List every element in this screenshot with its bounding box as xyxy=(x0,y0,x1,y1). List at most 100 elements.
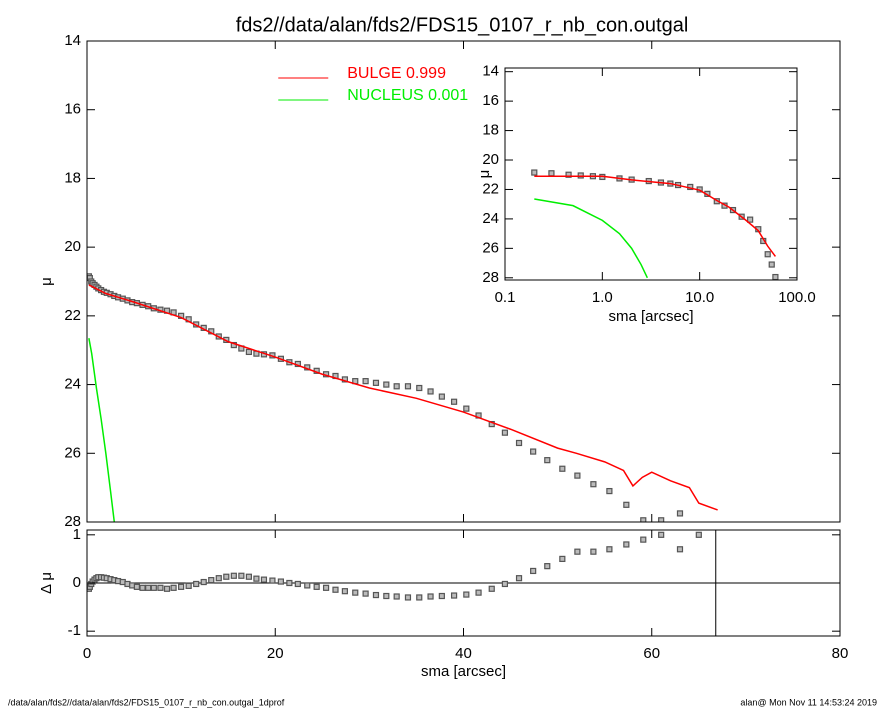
data-point xyxy=(383,381,390,388)
x-tick-label: 20 xyxy=(267,645,284,662)
data-point xyxy=(253,575,260,582)
x-tick-label: 10.0 xyxy=(685,289,714,306)
data-point xyxy=(178,583,185,590)
data-point xyxy=(590,548,597,555)
data-point xyxy=(438,592,445,600)
plot-frame xyxy=(504,67,798,281)
data-point xyxy=(341,588,349,595)
data-point xyxy=(530,448,537,455)
data-point xyxy=(294,580,301,588)
data-point xyxy=(313,583,320,590)
plot-content xyxy=(87,273,718,522)
data-point xyxy=(501,580,509,588)
data-point xyxy=(640,517,647,522)
data-point xyxy=(372,591,380,599)
y-tick-label: 20 xyxy=(64,238,81,255)
data-point xyxy=(438,393,445,400)
data-point xyxy=(574,548,581,555)
x-tick-label: 100.0 xyxy=(778,289,816,306)
data-point xyxy=(404,383,412,390)
data-point xyxy=(139,584,146,591)
data-point xyxy=(768,261,775,268)
data-point xyxy=(362,590,369,597)
y-tick-label: 16 xyxy=(64,101,81,118)
data-point xyxy=(427,593,434,600)
y-tick-label: 22 xyxy=(64,307,81,324)
data-point xyxy=(463,591,470,598)
data-point xyxy=(393,383,400,390)
data-point xyxy=(764,251,771,258)
model-line xyxy=(88,338,116,522)
data-point xyxy=(772,273,779,280)
data-point xyxy=(475,589,482,596)
y-tick-label: 18 xyxy=(482,122,499,139)
y-axis-label: Δ μ xyxy=(38,572,55,594)
data-point xyxy=(463,405,470,412)
data-point xyxy=(230,572,237,579)
y-tick-label: 20 xyxy=(482,151,499,168)
data-point xyxy=(304,582,311,589)
data-point xyxy=(269,577,276,584)
data-point xyxy=(372,379,380,386)
x-tick-label: 0 xyxy=(83,645,91,662)
footer-right: alan@ Mon Nov 11 14:53:24 2019 xyxy=(740,697,877,707)
data-point xyxy=(332,586,339,593)
data-point xyxy=(185,582,192,589)
data-point xyxy=(450,398,458,405)
data-point xyxy=(170,584,177,591)
data-point xyxy=(559,555,566,563)
data-point xyxy=(606,546,613,553)
data-point xyxy=(544,457,551,464)
data-point xyxy=(245,573,252,580)
x-tick-label: 1.0 xyxy=(592,289,613,306)
data-point xyxy=(215,575,222,582)
data-point xyxy=(352,589,359,596)
plot-content xyxy=(531,169,779,280)
y-tick-label: 28 xyxy=(482,269,499,286)
plot-content xyxy=(87,530,840,636)
y-tick-label: 0 xyxy=(73,574,81,591)
data-point xyxy=(676,510,684,517)
model-line xyxy=(534,198,649,279)
y-tick-label: 24 xyxy=(482,210,499,227)
data-point xyxy=(150,584,157,591)
plot-frame xyxy=(86,40,841,523)
data-point xyxy=(393,593,400,600)
data-point xyxy=(286,579,293,587)
data-point xyxy=(606,487,613,495)
data-point xyxy=(565,171,572,178)
y-tick-label: 22 xyxy=(482,180,499,197)
data-point xyxy=(548,170,555,177)
legend-label: NUCLEUS 0.001 xyxy=(347,87,468,104)
data-point xyxy=(515,575,523,582)
y-tick-label: 18 xyxy=(64,169,81,186)
data-point xyxy=(260,576,268,583)
x-axis-label: sma [arcsec] xyxy=(421,663,506,680)
data-point xyxy=(747,216,754,223)
data-point xyxy=(277,578,284,585)
x-axis-label: sma [arcsec] xyxy=(608,308,693,325)
x-tick-label: 60 xyxy=(643,645,660,662)
x-tick-label: 0.1 xyxy=(495,289,516,306)
plot-frame xyxy=(86,529,841,637)
data-point xyxy=(515,439,523,447)
data-point xyxy=(559,465,566,472)
data-point xyxy=(416,384,423,392)
data-point xyxy=(427,388,434,395)
y-tick-label: 28 xyxy=(64,513,81,530)
y-tick-label: 14 xyxy=(64,32,81,49)
data-point xyxy=(501,429,509,436)
y-tick-label: 24 xyxy=(64,376,81,393)
x-tick-label: 40 xyxy=(455,645,472,662)
y-tick-label: 1 xyxy=(73,526,81,543)
y-axis-label: μ xyxy=(476,170,493,179)
data-point xyxy=(238,572,245,579)
data-point xyxy=(157,584,164,591)
x-tick-label: 80 xyxy=(832,645,849,662)
data-point xyxy=(193,580,200,588)
chart-title: fds2//data/alan/fds2/FDS15_0107_r_nb_con… xyxy=(236,14,689,36)
data-point xyxy=(623,541,630,548)
data-point xyxy=(163,585,171,592)
data-point xyxy=(200,578,207,586)
y-axis-label: μ xyxy=(38,277,55,286)
